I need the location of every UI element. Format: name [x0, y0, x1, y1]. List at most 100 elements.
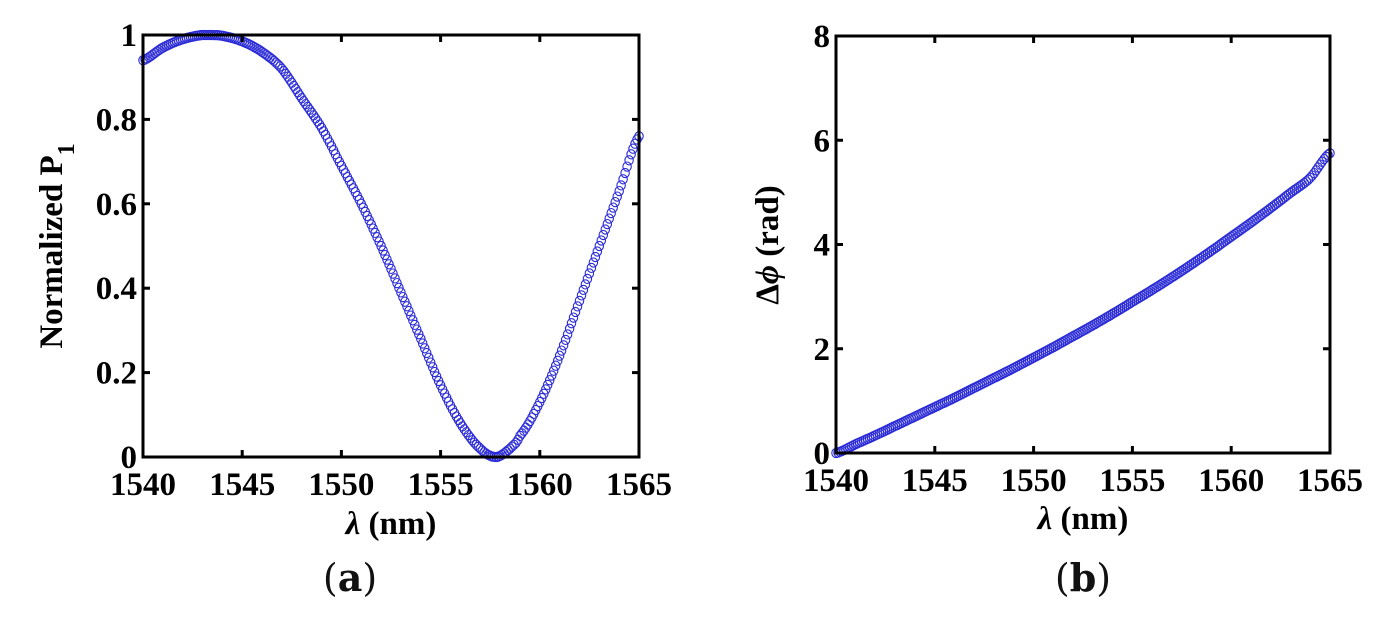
data-marker: [423, 352, 434, 363]
data-marker: [560, 334, 571, 346]
data-marker: [392, 277, 402, 289]
data-marker: [582, 273, 593, 285]
panel-a: 0 0.2 0.4 0.6 0.8 1 1540 1545 1550 1555 1560 1565 …: [34, 18, 672, 600]
data-marker: [544, 375, 555, 386]
data-marker: [548, 365, 559, 376]
data-marker: [632, 134, 642, 145]
data-marker: [576, 290, 587, 301]
data-marker: [414, 329, 424, 340]
data-marker: [578, 284, 589, 296]
data-marker: [586, 262, 597, 274]
y-tick-label: 0: [814, 436, 831, 472]
data-marker: [624, 155, 634, 166]
data-marker: [620, 167, 630, 179]
plot-b-x-tick-labels: 1540 1545 1550 1555 1560 1565: [803, 463, 1363, 499]
data-marker: [616, 180, 626, 191]
x-tick-label: 1555: [408, 467, 474, 503]
data-marker: [614, 185, 624, 197]
y-tick-label: 1: [121, 18, 138, 54]
plot-a-x-axis-title: λ (nm): [344, 506, 437, 542]
data-marker: [618, 174, 628, 185]
data-marker: [396, 287, 406, 298]
data-marker: [408, 315, 418, 326]
data-marker: [594, 240, 605, 252]
x-tick-label: 1545: [209, 467, 275, 503]
data-marker: [580, 279, 591, 290]
x-tick-label: 1555: [1099, 463, 1165, 499]
data-marker: [384, 259, 394, 270]
data-marker: [570, 306, 581, 318]
y-tick-label: 8: [814, 19, 831, 55]
plot-a-ticks: [141, 33, 641, 459]
data-marker: [628, 143, 638, 154]
y-tick-label: 4: [814, 228, 831, 264]
plot-b-x-axis-title: λ (nm): [1036, 501, 1129, 537]
data-marker: [425, 357, 436, 368]
x-tick-label: 1565: [606, 467, 672, 503]
x-tick-label: 1560: [1198, 463, 1264, 499]
data-marker: [449, 407, 460, 419]
data-marker: [394, 282, 404, 293]
data-marker: [606, 207, 616, 219]
data-marker: [289, 80, 299, 92]
data-marker: [556, 345, 567, 356]
data-marker: [604, 213, 614, 224]
data-marker: [592, 246, 603, 257]
x-tick-label: 1550: [308, 467, 374, 503]
data-marker: [554, 350, 565, 361]
plot-a-x-tick-labels: 1540 1545 1550 1555 1560 1565: [110, 467, 672, 503]
plot-a: 00.20.40.60.81 1540 1545 1550 1555 1560 1565 …: [34, 18, 672, 542]
plot-b-ticks: [834, 34, 1332, 455]
data-marker: [523, 419, 533, 430]
plot-b-data-markers: [831, 148, 1335, 459]
data-marker: [382, 254, 392, 265]
data-marker: [608, 202, 618, 213]
data-marker: [417, 338, 428, 349]
data-marker: [558, 340, 569, 351]
plot-a-y-tick-labels: 0 0.2 0.4 0.6 0.8 1: [96, 18, 137, 476]
data-marker: [398, 291, 408, 303]
data-marker: [400, 296, 410, 307]
y-tick-label: 2: [814, 332, 831, 368]
data-marker: [598, 229, 609, 241]
plot-a-data-markers: [138, 29, 644, 463]
data-marker: [410, 319, 420, 331]
data-marker: [590, 251, 601, 263]
plot-a-axes-box: [141, 33, 641, 459]
data-marker: [427, 362, 438, 373]
data-marker: [588, 257, 599, 268]
y-tick-label: 0: [121, 440, 138, 476]
y-tick-label: 0.2: [96, 356, 137, 392]
data-marker: [386, 263, 396, 275]
data-marker: [316, 122, 327, 133]
data-marker: [1323, 149, 1333, 160]
data-marker: [568, 312, 579, 323]
x-tick-label: 1540: [803, 463, 869, 499]
data-marker: [566, 318, 577, 329]
x-tick-label: 1545: [902, 463, 968, 499]
data-marker: [451, 411, 462, 422]
data-marker: [584, 268, 595, 279]
data-marker: [412, 324, 422, 335]
y-tick-label: 0.4: [96, 271, 137, 307]
data-marker: [419, 343, 430, 354]
data-marker: [421, 347, 432, 359]
data-marker: [416, 333, 426, 344]
x-tick-label: 1550: [1001, 463, 1067, 499]
data-marker: [612, 191, 622, 202]
x-tick-label: 1560: [507, 467, 573, 503]
data-marker: [542, 379, 553, 391]
panel-a-caption: (a): [322, 555, 378, 600]
data-marker: [402, 301, 412, 312]
y-tick-label: 0.6: [96, 187, 137, 223]
plot-b-y-tick-labels: 0 2 4 6 8: [814, 19, 831, 472]
plot-b-axes-box: [834, 34, 1332, 455]
y-tick-label: 0.8: [96, 102, 137, 138]
data-marker: [622, 161, 632, 172]
data-marker: [564, 323, 575, 334]
plot-b-y-axis-title: Δϕ (rad): [750, 185, 786, 305]
data-marker: [602, 218, 613, 230]
data-marker: [406, 310, 416, 321]
data-marker: [626, 149, 636, 160]
